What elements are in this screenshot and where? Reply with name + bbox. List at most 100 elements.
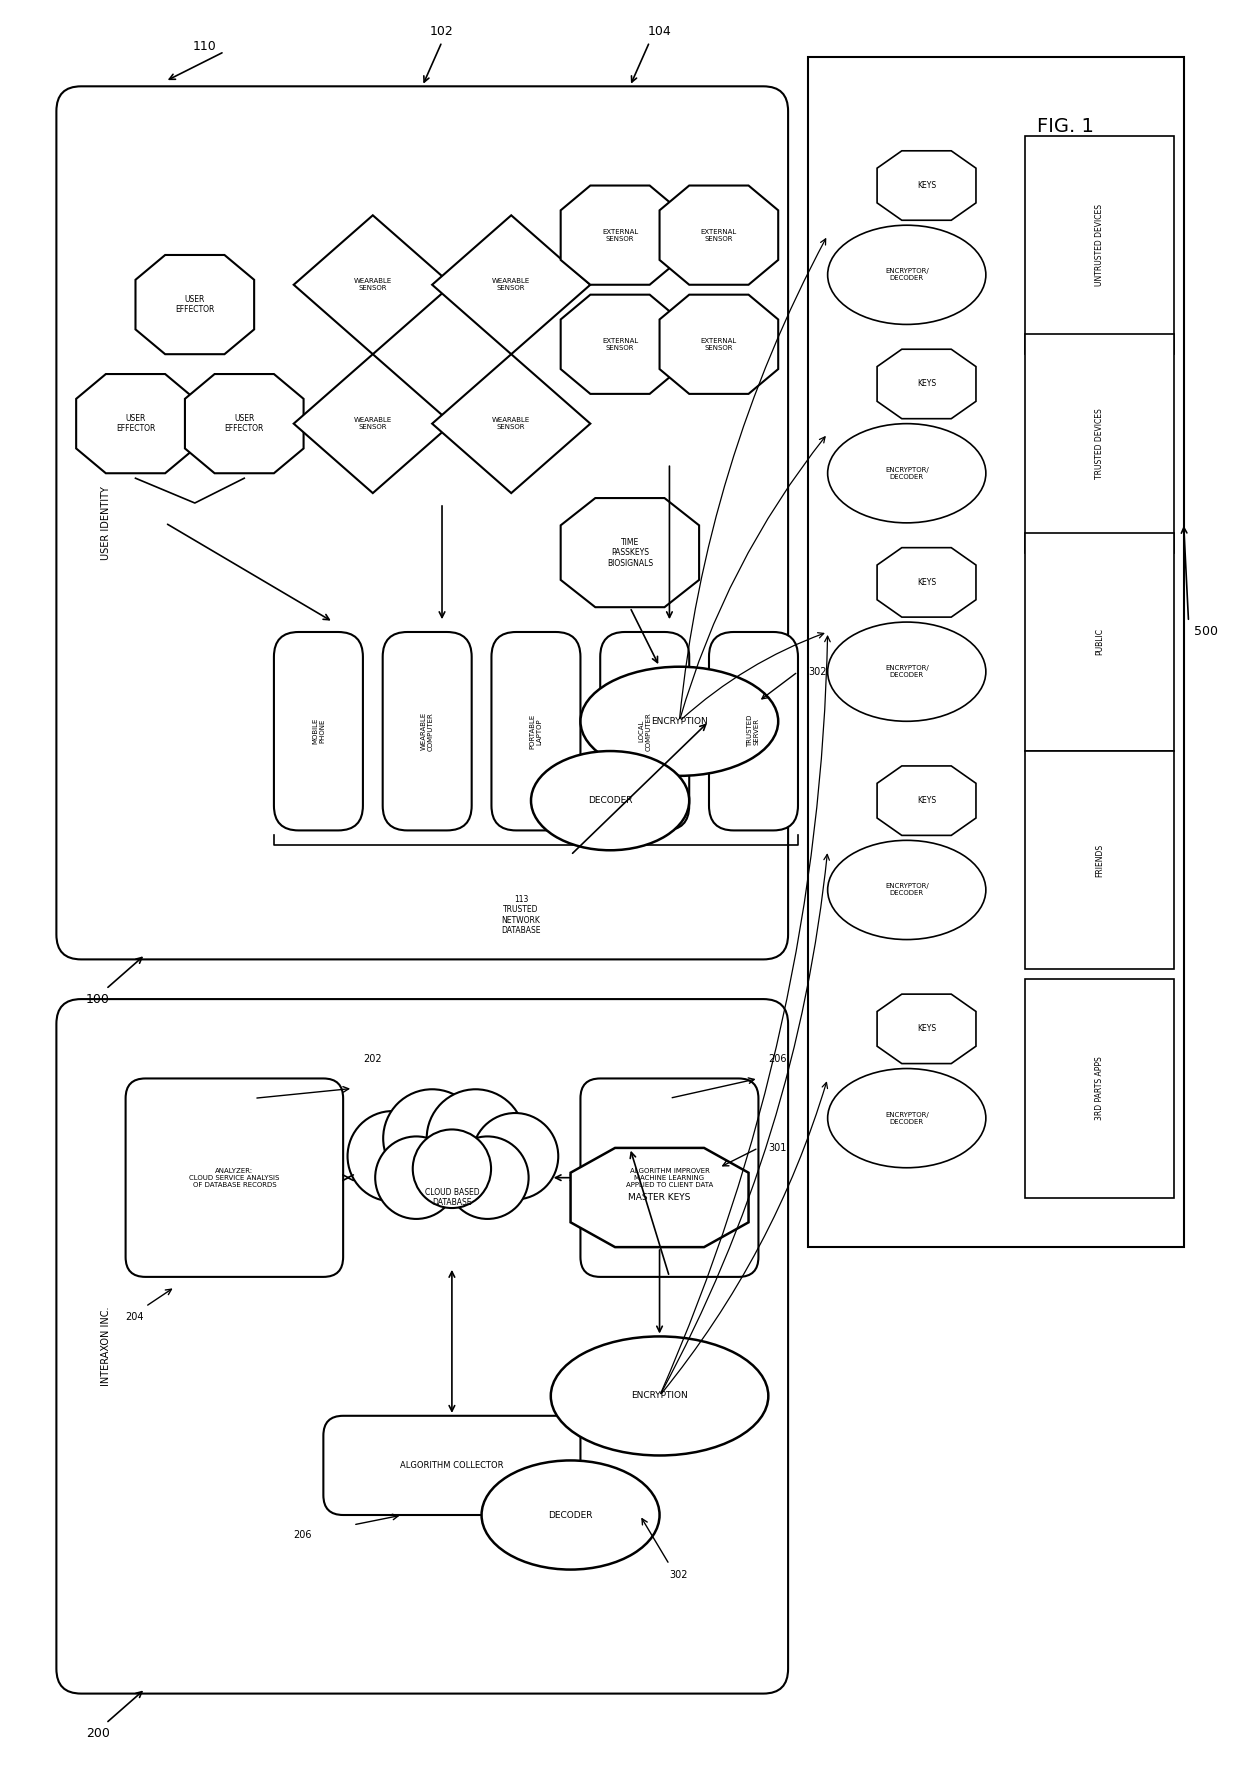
Text: 302: 302: [808, 667, 826, 677]
Bar: [1025, 979, 1174, 1197]
Ellipse shape: [580, 667, 779, 776]
Text: WEARABLE
SENSOR: WEARABLE SENSOR: [492, 417, 531, 430]
Text: USER
EFFECTOR: USER EFFECTOR: [224, 414, 264, 433]
Text: KEYS: KEYS: [916, 180, 936, 189]
Text: MOBILE
PHONE: MOBILE PHONE: [312, 718, 325, 744]
FancyBboxPatch shape: [56, 999, 789, 1694]
Text: 500: 500: [1194, 626, 1218, 638]
Polygon shape: [432, 216, 590, 354]
Text: DECODER: DECODER: [588, 796, 632, 804]
Polygon shape: [560, 295, 680, 394]
Text: 206: 206: [769, 1054, 787, 1064]
Polygon shape: [294, 216, 451, 354]
Bar: [1025, 532, 1174, 751]
Bar: [1025, 136, 1174, 354]
Bar: [1025, 334, 1174, 553]
Text: LOCAL
COMPUTER: LOCAL COMPUTER: [639, 713, 651, 751]
Text: KEYS: KEYS: [916, 796, 936, 804]
Text: USER
EFFECTOR: USER EFFECTOR: [175, 295, 215, 315]
Circle shape: [427, 1089, 525, 1188]
Text: EXTERNAL
SENSOR: EXTERNAL SENSOR: [601, 338, 639, 350]
Ellipse shape: [827, 622, 986, 721]
Text: ENCRYPTOR/
DECODER: ENCRYPTOR/ DECODER: [885, 1112, 929, 1124]
FancyBboxPatch shape: [491, 631, 580, 831]
Bar: [808, 57, 1184, 1246]
Text: WEARABLE
SENSOR: WEARABLE SENSOR: [353, 417, 392, 430]
Polygon shape: [877, 766, 976, 836]
Text: USER
EFFECTOR: USER EFFECTOR: [115, 414, 155, 433]
Text: TIME
PASSKEYS
BIOSIGNALS: TIME PASSKEYS BIOSIGNALS: [606, 537, 653, 568]
FancyBboxPatch shape: [125, 1078, 343, 1276]
Text: 200: 200: [86, 1727, 110, 1740]
Circle shape: [472, 1114, 558, 1199]
FancyBboxPatch shape: [580, 1078, 759, 1276]
Ellipse shape: [827, 225, 986, 325]
Circle shape: [347, 1110, 438, 1202]
FancyBboxPatch shape: [274, 631, 363, 831]
Text: ENCRYPTION: ENCRYPTION: [651, 716, 708, 727]
Text: 204: 204: [125, 1312, 144, 1321]
Ellipse shape: [365, 1146, 539, 1245]
Text: WEARABLE
SENSOR: WEARABLE SENSOR: [353, 278, 392, 292]
Text: UNTRUSTED DEVICES: UNTRUSTED DEVICES: [1095, 203, 1104, 286]
Polygon shape: [660, 295, 779, 394]
Text: USER IDENTITY: USER IDENTITY: [100, 486, 110, 560]
Ellipse shape: [531, 751, 689, 850]
Text: DECODER: DECODER: [548, 1510, 593, 1519]
Text: CLOUD BASED
DATABASE: CLOUD BASED DATABASE: [424, 1188, 479, 1208]
Text: ENCRYPTOR/
DECODER: ENCRYPTOR/ DECODER: [885, 467, 929, 479]
Text: EXTERNAL
SENSOR: EXTERNAL SENSOR: [601, 228, 639, 242]
Text: ENCRYPTION: ENCRYPTION: [631, 1391, 688, 1400]
Text: ENCRYPTOR/
DECODER: ENCRYPTOR/ DECODER: [885, 884, 929, 896]
Text: PORTABLE
LAPTOP: PORTABLE LAPTOP: [529, 714, 542, 750]
Text: ANALYZER:
CLOUD SERVICE ANALYSIS
OF DATABASE RECORDS: ANALYZER: CLOUD SERVICE ANALYSIS OF DATA…: [190, 1167, 279, 1188]
Circle shape: [383, 1089, 481, 1188]
Text: FRIENDS: FRIENDS: [1095, 843, 1104, 877]
Text: 104: 104: [647, 25, 671, 39]
FancyBboxPatch shape: [600, 631, 689, 831]
Text: 113
TRUSTED
NETWORK
DATABASE: 113 TRUSTED NETWORK DATABASE: [501, 895, 541, 935]
Bar: [1025, 751, 1174, 969]
Polygon shape: [570, 1147, 749, 1246]
Text: TRUSTED DEVICES: TRUSTED DEVICES: [1095, 408, 1104, 479]
Text: ALGORITHM IMPROVER
MACHINE LEARNING
APPLIED TO CLIENT DATA: ALGORITHM IMPROVER MACHINE LEARNING APPL…: [626, 1167, 713, 1188]
Text: INTERAXON INC.: INTERAXON INC.: [100, 1307, 110, 1386]
Polygon shape: [877, 150, 976, 221]
Circle shape: [413, 1130, 491, 1208]
Text: ENCRYPTOR/
DECODER: ENCRYPTOR/ DECODER: [885, 665, 929, 679]
Text: PUBLIC: PUBLIC: [1095, 628, 1104, 656]
Text: KEYS: KEYS: [916, 578, 936, 587]
Text: ENCRYPTOR/
DECODER: ENCRYPTOR/ DECODER: [885, 269, 929, 281]
Circle shape: [446, 1137, 528, 1218]
Text: KEYS: KEYS: [916, 380, 936, 389]
Text: WEARABLE
COMPUTER: WEARABLE COMPUTER: [420, 713, 434, 751]
Polygon shape: [135, 255, 254, 354]
Text: 3RD PARTS APPS: 3RD PARTS APPS: [1095, 1057, 1104, 1121]
Circle shape: [376, 1137, 458, 1218]
Polygon shape: [560, 499, 699, 606]
Text: WEARABLE
SENSOR: WEARABLE SENSOR: [492, 278, 531, 292]
Text: EXTERNAL
SENSOR: EXTERNAL SENSOR: [701, 338, 737, 350]
Text: MASTER KEYS: MASTER KEYS: [629, 1193, 691, 1202]
Text: FIG. 1: FIG. 1: [1037, 117, 1094, 136]
Polygon shape: [877, 350, 976, 419]
FancyBboxPatch shape: [709, 631, 799, 831]
Polygon shape: [660, 186, 779, 285]
Text: EXTERNAL
SENSOR: EXTERNAL SENSOR: [701, 228, 737, 242]
Text: 110: 110: [193, 41, 217, 53]
Polygon shape: [185, 375, 304, 474]
Polygon shape: [560, 186, 680, 285]
Ellipse shape: [827, 840, 986, 939]
Text: 206: 206: [294, 1529, 312, 1540]
Polygon shape: [294, 354, 451, 493]
Polygon shape: [877, 548, 976, 617]
Ellipse shape: [827, 424, 986, 523]
Ellipse shape: [827, 1068, 986, 1167]
Polygon shape: [432, 354, 590, 493]
Text: 302: 302: [670, 1570, 688, 1579]
Polygon shape: [76, 375, 195, 474]
Polygon shape: [877, 994, 976, 1064]
Text: ALGORITHM COLLECTOR: ALGORITHM COLLECTOR: [401, 1460, 503, 1469]
Text: 301: 301: [769, 1142, 786, 1153]
Text: 102: 102: [430, 25, 454, 39]
